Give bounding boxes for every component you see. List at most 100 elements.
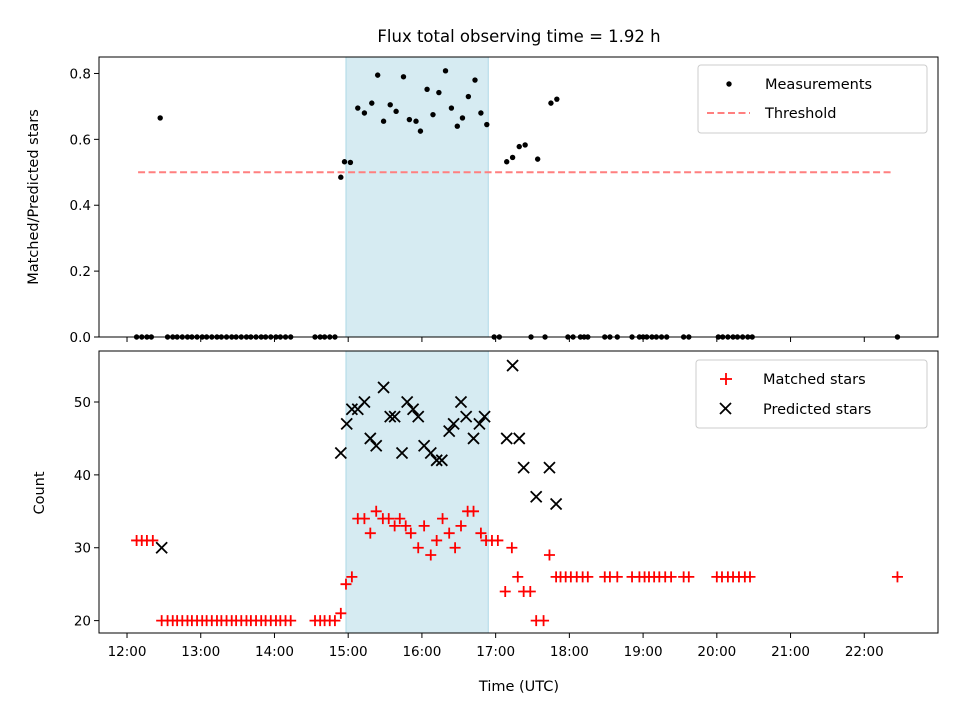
- y-tick-label: 0.0: [70, 330, 91, 346]
- panel-count-x-ticks: 12:00 13:00 14:00 15:00 16:00 17:00 18:00 19:00…: [108, 633, 884, 660]
- measurements-point: [341, 159, 348, 165]
- predicted-stars-point: [358, 395, 371, 409]
- measurements-point: [448, 105, 455, 111]
- legend-matched-marker: [720, 373, 732, 385]
- matched-stars-point: [449, 542, 461, 554]
- legend-frame: [695, 359, 928, 429]
- matched-stars-point: [611, 571, 623, 583]
- x-tick-label: 14:00: [255, 644, 294, 660]
- x-tick-label: 22:00: [845, 644, 884, 660]
- matched-stars-point: [538, 615, 550, 627]
- predicted-stars-point: [467, 432, 480, 445]
- matched-stars-point: [665, 571, 677, 583]
- measurements-point: [442, 68, 449, 74]
- measurements-point: [534, 156, 541, 162]
- measurements-point: [380, 118, 387, 124]
- x-tick-label: 13:00: [181, 644, 220, 660]
- predicted-stars-point: [549, 497, 563, 511]
- measurements-point: [374, 72, 381, 78]
- measurements-point: [509, 154, 516, 161]
- legend-predicted-marker: [719, 402, 732, 415]
- predicted-stars-point: [460, 410, 473, 423]
- x-tick-label: 21:00: [771, 644, 810, 660]
- measurements-point: [454, 123, 461, 129]
- matched-stars-point: [524, 585, 536, 597]
- measurements-point: [478, 110, 484, 116]
- y-tick-label: 50: [74, 395, 91, 411]
- predicted-stars-point: [395, 446, 409, 460]
- panel-ratio-x-ticks: [126, 337, 865, 342]
- matched-stars-point: [455, 520, 467, 532]
- matched-stars-point: [412, 542, 424, 554]
- predicted-stars-point: [345, 403, 359, 416]
- matched-stars-point: [431, 534, 443, 546]
- x-tick-label: 18:00: [550, 644, 589, 660]
- matched-stars-point: [358, 513, 370, 525]
- panel-count-y-ticks: 20 30 40 50: [74, 395, 99, 630]
- predicted-stars-point: [500, 432, 513, 445]
- chart-title: Flux total observing time = 1.92 h: [377, 27, 660, 46]
- panel-count-legend: Matched stars Predicted stars: [695, 359, 928, 429]
- matched-stars-point: [891, 571, 903, 583]
- x-tick-label: 20:00: [697, 644, 736, 660]
- legend-measurements-marker: [726, 81, 732, 87]
- measurements-point: [554, 96, 560, 102]
- predicted-stars-point: [412, 410, 425, 423]
- y-tick-label: 30: [74, 541, 91, 557]
- measurements-point: [417, 128, 424, 134]
- measurements-point: [406, 116, 413, 123]
- matched-stars-point: [285, 615, 297, 627]
- measurements-point: [338, 174, 344, 180]
- panel-ratio-shaded-interval: [345, 56, 489, 338]
- panel-ratio-frame: [98, 56, 939, 338]
- matched-stars-point: [383, 513, 395, 525]
- panel-count-marks: [131, 359, 903, 627]
- y-tick-label: 0.8: [70, 66, 91, 82]
- predicted-stars-point: [334, 446, 347, 460]
- matched-stars-point: [425, 549, 437, 561]
- predicted-stars-point: [517, 461, 530, 474]
- predicted-stars-point: [447, 417, 460, 431]
- panel-count-y-label: Count: [32, 471, 48, 514]
- measurements-point: [430, 111, 436, 118]
- measurements-point: [459, 115, 466, 121]
- legend-measurements-label: Measurements: [765, 77, 872, 93]
- measurements-point: [393, 108, 399, 115]
- matched-stars-point: [370, 505, 382, 517]
- matched-stars-point: [683, 571, 695, 583]
- matched-stars-point: [475, 527, 487, 539]
- predicted-stars-point: [543, 461, 556, 474]
- x-tick-label: 17:00: [476, 644, 515, 660]
- legend-threshold-label: Threshold: [764, 106, 836, 122]
- measurements-point: [157, 115, 163, 121]
- x-axis-label: Time (UTC): [478, 679, 559, 695]
- predicted-stars-point: [454, 395, 468, 409]
- measurements-point: [548, 100, 554, 106]
- measurements-point: [355, 105, 361, 111]
- predicted-stars-point: [406, 403, 420, 416]
- measurements-point: [424, 86, 430, 92]
- predicted-stars-point: [155, 541, 168, 554]
- y-tick-label: 20: [74, 614, 91, 630]
- predicted-stars-point: [430, 454, 443, 467]
- matched-stars-point: [329, 615, 341, 627]
- x-tick-label: 15:00: [329, 644, 368, 660]
- matched-stars-point: [582, 571, 594, 583]
- y-tick-label: 40: [74, 468, 91, 484]
- matched-stars-point: [506, 542, 518, 554]
- x-tick-label: 12:00: [108, 644, 147, 660]
- panel-ratio-y-ticks: 0.0 0.2 0.4 0.6 0.8: [70, 66, 99, 346]
- matched-stars-point: [394, 513, 406, 525]
- predicted-stars-point: [384, 410, 397, 423]
- panel-count-shaded-interval: [345, 350, 489, 634]
- matched-stars-point: [340, 578, 352, 590]
- matched-stars-point: [364, 527, 376, 539]
- measurements-point: [369, 100, 375, 106]
- panel-ratio-y-label: Matched/Predicted stars: [26, 109, 42, 285]
- measurements-point: [504, 159, 510, 165]
- matched-stars-point: [512, 571, 524, 583]
- legend-matched-label: Matched stars: [763, 372, 866, 388]
- measurements-point: [516, 143, 522, 150]
